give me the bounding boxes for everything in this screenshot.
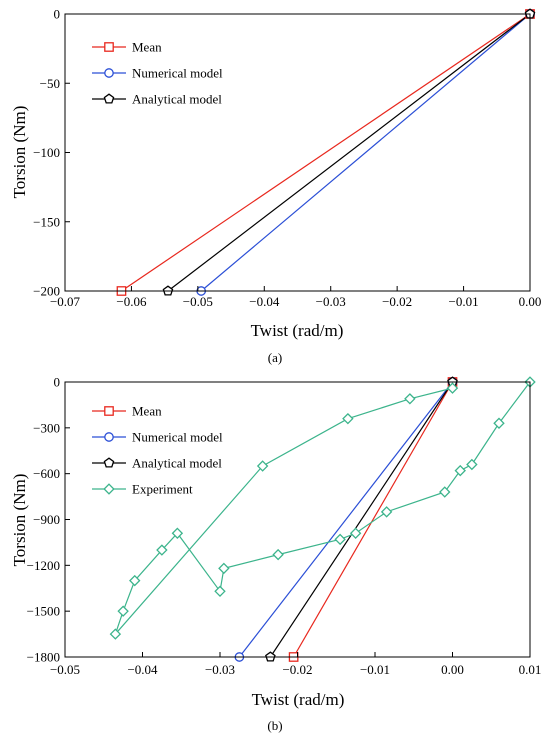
- x-tick-label: −0.01: [360, 662, 390, 677]
- x-tick-label: −0.06: [116, 294, 147, 309]
- legend-label: Analytical model: [132, 92, 222, 107]
- legend-marker: [103, 93, 115, 104]
- series-line-mean: [121, 13, 531, 292]
- chart-a: (a) Twist (rad/m) Torsion (Nm) −0.07 −0.0…: [10, 7, 541, 366]
- legend-label: Experiment: [132, 482, 193, 497]
- legend-marker: [104, 42, 114, 52]
- chart-a-x-axis-label: Twist (rad/m): [251, 321, 344, 340]
- y-tick-label: −1500: [27, 604, 60, 619]
- x-tick-label: 0.01: [519, 662, 542, 677]
- data-point-experiment: [493, 417, 505, 429]
- series-line-analytical-model: [269, 381, 454, 658]
- x-tick-label: −0.05: [50, 662, 80, 677]
- legend-label: Analytical model: [132, 456, 222, 471]
- y-tick-label: −1200: [27, 558, 60, 573]
- x-tick-label: 0.00: [519, 294, 542, 309]
- data-point-experiment: [404, 393, 416, 405]
- y-tick-label: −200: [33, 284, 60, 299]
- data-point-experiment: [334, 533, 346, 546]
- chart-a-y-axis-label: Torsion (Nm): [10, 106, 29, 199]
- series-line-experiment: [114, 381, 531, 635]
- y-tick-label: −150: [33, 214, 60, 229]
- legend-label: Mean: [132, 40, 162, 55]
- x-tick-label: −0.02: [282, 662, 312, 677]
- data-point-experiment: [466, 458, 478, 471]
- legend-marker: [103, 457, 115, 468]
- legend-label: Numerical model: [132, 430, 223, 445]
- data-point-experiment: [256, 460, 269, 472]
- legend-label: Numerical model: [132, 66, 223, 81]
- data-point-experiment: [171, 527, 184, 539]
- data-point-experiment: [446, 382, 459, 394]
- data-point-experiment: [349, 527, 362, 539]
- chart-a-caption: (a): [268, 350, 282, 365]
- x-tick-label: 0.00: [441, 662, 464, 677]
- plot-frame: [64, 13, 531, 292]
- data-point-experiment: [214, 585, 226, 598]
- legend-marker: [104, 68, 114, 78]
- x-tick-label: −0.02: [382, 294, 412, 309]
- x-tick-label: −0.07: [50, 294, 81, 309]
- chart-b: (b) Twist (rad/m) Torsion (Nm) −0.05 −0.0…: [10, 375, 541, 734]
- data-point-experiment: [156, 544, 168, 556]
- y-tick-label: −600: [33, 466, 60, 481]
- data-point-experiment: [380, 506, 393, 518]
- y-tick-label: −900: [33, 512, 60, 527]
- x-tick-label: −0.03: [205, 662, 235, 677]
- series-line-mean: [293, 381, 454, 658]
- x-tick-label: −0.03: [316, 294, 346, 309]
- series-line-analytical-model: [167, 13, 531, 292]
- x-tick-label: −0.05: [183, 294, 213, 309]
- y-tick-label: −50: [40, 76, 60, 91]
- data-point-experiment: [218, 562, 230, 575]
- legend-label: Mean: [132, 404, 162, 419]
- data-point-experiment: [117, 605, 129, 617]
- y-tick-label: 0: [54, 7, 61, 22]
- legend-marker: [104, 432, 114, 442]
- chart-b-caption: (b): [267, 718, 282, 733]
- data-point-experiment: [129, 574, 141, 587]
- y-tick-label: −100: [33, 145, 60, 160]
- data-point-experiment: [272, 548, 284, 561]
- data-point-experiment: [439, 486, 451, 498]
- legend-marker: [103, 483, 115, 495]
- legend-marker: [104, 406, 114, 416]
- series-line-numerical-model: [238, 381, 453, 658]
- chart-b-y-axis-label: Torsion (Nm): [10, 474, 29, 567]
- x-tick-label: −0.04: [127, 662, 158, 677]
- x-tick-label: −0.01: [449, 294, 479, 309]
- y-tick-label: 0: [54, 375, 61, 390]
- x-tick-label: −0.04: [249, 294, 280, 309]
- chart-b-x-axis-label: Twist (rad/m): [252, 690, 345, 709]
- data-point-experiment: [342, 412, 354, 425]
- y-tick-label: −300: [33, 420, 60, 435]
- data-point-experiment: [454, 464, 466, 477]
- data-point-experiment: [109, 628, 122, 640]
- y-tick-label: −1800: [27, 650, 60, 665]
- series-line-numerical-model: [200, 13, 531, 292]
